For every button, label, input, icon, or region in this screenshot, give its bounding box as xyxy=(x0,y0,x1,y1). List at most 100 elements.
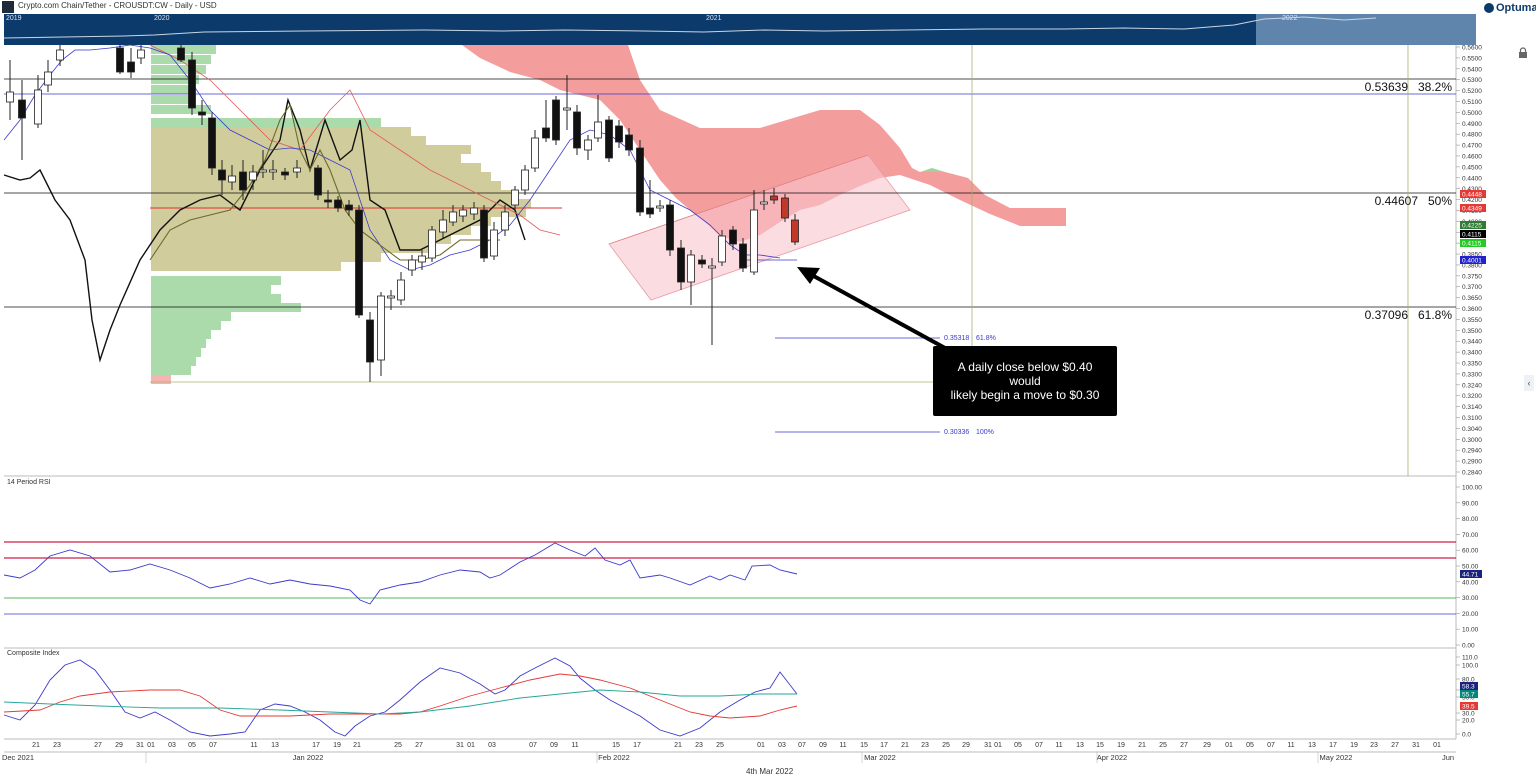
price-tick-label: 0.3040 xyxy=(1462,426,1482,433)
candle-body xyxy=(677,247,685,283)
volume-profile-bar xyxy=(151,154,461,163)
app-icon[interactable] xyxy=(2,1,14,13)
annotation-arrow xyxy=(797,267,946,350)
price-tick-label: 0.4800 xyxy=(1462,132,1482,139)
candle-body xyxy=(646,207,654,215)
x-day-tick: 23 xyxy=(695,742,703,749)
candle-body xyxy=(511,189,519,206)
candle-body xyxy=(293,167,301,173)
x-day-tick: 25 xyxy=(394,742,402,749)
x-day-tick: 19 xyxy=(1117,742,1125,749)
rsi-tick-label: 30.00 xyxy=(1462,595,1479,602)
x-month-tick: Apr 2022 xyxy=(1097,753,1127,762)
x-day-tick: 27 xyxy=(1391,742,1399,749)
price-badge-bg xyxy=(1460,221,1486,229)
candle-body xyxy=(366,319,374,363)
fib-levels xyxy=(4,45,1456,476)
candle-body xyxy=(6,91,14,103)
candle-body xyxy=(791,219,799,243)
candle-body xyxy=(397,279,405,301)
ci-value-badge: 39.5 xyxy=(1462,704,1475,711)
candle-body xyxy=(666,204,674,251)
chevron-left-icon[interactable]: ‹ xyxy=(1524,375,1534,391)
volume-profile-bar xyxy=(151,262,341,271)
x-day-tick: 19 xyxy=(1350,742,1358,749)
candle-body xyxy=(259,169,267,173)
x-day-tick: 03 xyxy=(778,742,786,749)
candle-body xyxy=(239,171,247,191)
lock-icon[interactable] xyxy=(1517,47,1529,59)
x-day-tick: 13 xyxy=(1308,742,1316,749)
rsi-value-badge: 44.71 xyxy=(1462,572,1479,579)
x-day-tick: 09 xyxy=(819,742,827,749)
volume-profile-bar xyxy=(151,226,471,235)
x-day-tick: 17 xyxy=(312,742,320,749)
ci-blue-line xyxy=(3,657,798,737)
x-day-tick: 25 xyxy=(1159,742,1167,749)
candle-body xyxy=(428,229,436,259)
rsi-tick-label: 10.00 xyxy=(1462,627,1479,634)
candle-body xyxy=(44,71,52,86)
ci-value-badge-bg xyxy=(1460,682,1478,690)
rsi-tick-label: 60.00 xyxy=(1462,548,1479,555)
price-badge: 0.4115 xyxy=(1462,241,1482,248)
rsi-tick-label: 50.00 xyxy=(1462,564,1479,571)
x-day-tick: 27 xyxy=(94,742,102,749)
price-tick-label: 0.5300 xyxy=(1462,77,1482,84)
price-badge: 0.4349 xyxy=(1462,206,1482,213)
x-month-tick: May 2022 xyxy=(1320,753,1353,762)
candle-body xyxy=(269,169,277,173)
price-tick-label: 0.4300 xyxy=(1462,186,1482,193)
volume-profile-bar xyxy=(151,95,191,104)
price-tick-label: 0.3750 xyxy=(1462,273,1482,280)
x-day-tick: 21 xyxy=(32,742,40,749)
panel-borders xyxy=(4,45,1457,753)
x-day-tick: 01 xyxy=(1225,742,1233,749)
x-day-tick: 31 xyxy=(984,742,992,749)
ci-panel-title: Composite Index xyxy=(7,650,60,657)
price-tick-label: 0.3000 xyxy=(1462,437,1482,444)
candle-body xyxy=(314,167,322,196)
x-month-tick: Jan 2022 xyxy=(293,753,324,762)
price-tick-label: 0.3650 xyxy=(1462,295,1482,302)
x-day-tick: 15 xyxy=(860,742,868,749)
x-day-tick: 15 xyxy=(1096,742,1104,749)
x-day-tick: 25 xyxy=(716,742,724,749)
price-badge-bg xyxy=(1460,256,1486,264)
x-day-tick: 01 xyxy=(147,742,155,749)
volume-profile-bar xyxy=(151,145,471,154)
candle-body xyxy=(18,99,26,119)
ci-tick-label: 30.0 xyxy=(1462,711,1475,718)
x-day-tick: 09 xyxy=(550,742,558,749)
x-day-tick: 23 xyxy=(921,742,929,749)
x-day-tick: 11 xyxy=(1287,742,1294,749)
navigator-price-line xyxy=(4,16,1377,39)
candle-body xyxy=(739,243,747,269)
rsi-tick-label: 80.00 xyxy=(1462,516,1479,523)
navigator-strip[interactable]: 2019 2020 2021 2022 xyxy=(4,14,1476,45)
rsi-value-badge-bg xyxy=(1460,570,1482,578)
chart-title: Crypto.com Chain/Tether - CROUSDT:CW - D… xyxy=(18,1,217,10)
candle-body xyxy=(594,121,602,139)
candle-body xyxy=(521,169,529,191)
price-tick-label: 0.4600 xyxy=(1462,153,1482,160)
x-axis: 21 23 27 29 31 01 03 05 07 11 13 17 19 21 25 27 31 01 03 07… xyxy=(2,742,1454,763)
fib382-pct: 38.2% xyxy=(1418,80,1452,94)
price-tick-label: 0.5600 xyxy=(1462,45,1482,52)
x-month-tick: Feb 2022 xyxy=(598,753,630,762)
x-day-tick: 25 xyxy=(942,742,950,749)
optuma-logo: Optuma xyxy=(1496,2,1536,14)
navigator-window[interactable] xyxy=(1256,14,1476,45)
candle-body xyxy=(542,127,550,139)
volume-profile-bar xyxy=(151,366,191,375)
price-tick-label: 0.3500 xyxy=(1462,328,1482,335)
nav-year-2022: 2022 xyxy=(1282,15,1298,22)
nav-year-2020: 2020 xyxy=(154,15,170,22)
ci-tick-label: 0.0 xyxy=(1462,732,1471,739)
ci-tick-label: 110.0 xyxy=(1462,655,1478,662)
fib618-value: 0.37096 xyxy=(1365,308,1409,322)
candle-body xyxy=(56,49,64,61)
volume-profile-bar xyxy=(151,348,201,357)
fib618-pct: 61.8% xyxy=(1418,308,1452,322)
